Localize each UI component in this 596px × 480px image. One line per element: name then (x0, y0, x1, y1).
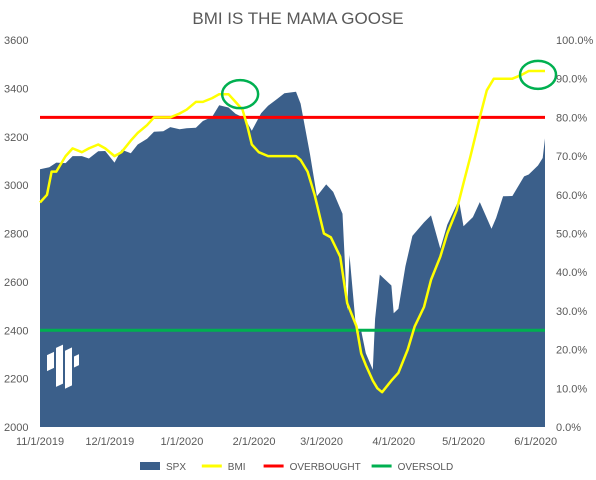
y-left-tick-label: 3600 (4, 35, 28, 47)
y-left-tick-label: 3200 (4, 132, 28, 144)
legend-label-spx: SPX (166, 462, 186, 473)
y-right-tick-label: 60.0% (556, 190, 587, 202)
y-right-tick-label: 40.0% (556, 267, 587, 279)
logo-bar-1 (47, 351, 54, 372)
legend-label-overbought: OVERBOUGHT (290, 462, 361, 473)
x-tick-label: 11/1/2019 (16, 436, 64, 448)
x-tick-label: 2/1/2020 (233, 436, 276, 448)
y-right-tick-label: 80.0% (556, 112, 587, 124)
y-left-tick-label: 2000 (4, 422, 28, 434)
y-right-tick-label: 30.0% (556, 306, 587, 318)
annotation-circle-1 (220, 78, 260, 110)
y-left-tick-label: 3400 (4, 83, 28, 95)
logo-bar-2 (56, 344, 63, 387)
legend-swatch-spx (140, 462, 160, 470)
legend: SPX BMI OVERBOUGHT OVERSOLD (140, 462, 453, 473)
y-left-tick-label: 2600 (4, 277, 28, 289)
chart-title: BMI IS THE MAMA GOOSE (192, 9, 403, 28)
legend-label-oversold: OVERSOLD (398, 462, 454, 473)
y-right-tick-label: 70.0% (556, 151, 587, 163)
x-tick-label: 5/1/2020 (442, 436, 485, 448)
x-tick-label: 3/1/2020 (300, 436, 343, 448)
y-left-tick-label: 3000 (4, 180, 28, 192)
legend-label-bmi: BMI (228, 462, 246, 473)
brand-logo (47, 344, 79, 389)
y-right-tick-label: 50.0% (556, 229, 587, 241)
annotation-circle-2 (518, 59, 558, 91)
y-right-tick-label: 20.0% (556, 345, 587, 357)
series-spx-area (40, 91, 545, 428)
y-left-tick-label: 2800 (4, 229, 28, 241)
x-tick-label: 4/1/2020 (372, 436, 415, 448)
y-right-tick-label: 10.0% (556, 383, 587, 395)
y-right-tick-label: 90.0% (556, 74, 587, 86)
axes: 2000 2200 2400 2600 2800 3000 3200 3400 3600 0.0%… (4, 35, 594, 448)
y-right-tick-label: 100.0% (556, 35, 594, 47)
x-tick-label: 12/1/2019 (85, 436, 134, 448)
series-bmi-line (39, 69, 545, 394)
x-tick-label: 1/1/2020 (161, 436, 204, 448)
y-left-tick-label: 2400 (4, 325, 28, 337)
logo-bar-4 (74, 354, 79, 368)
x-tick-label: 6/1/2020 (514, 436, 557, 448)
y-left-tick-label: 2200 (4, 374, 28, 386)
logo-bar-3 (65, 347, 72, 389)
y-right-tick-label: 0.0% (556, 422, 581, 434)
plot-area (39, 59, 558, 428)
